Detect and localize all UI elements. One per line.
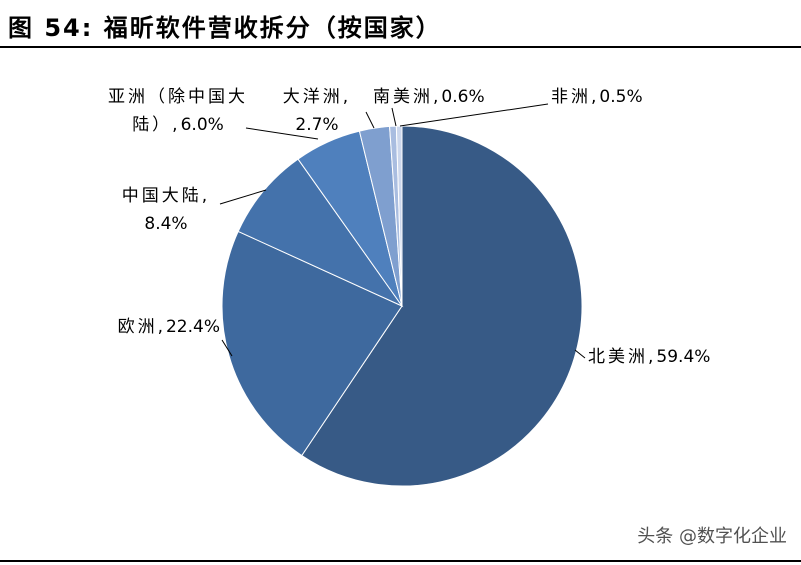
leader-line — [391, 107, 397, 127]
slice-label: 中国大陆, 8.4% — [110, 182, 222, 238]
watermark: 头条 @数字化企业 — [637, 526, 787, 547]
slice-category: 非洲, — [551, 87, 600, 107]
pie-slice — [301, 125, 583, 487]
leader-line — [365, 111, 375, 129]
chart-title: 图 54: 福昕软件营收拆分（按国家） — [8, 14, 442, 42]
slice-category: 北美洲, — [588, 347, 657, 367]
title-rule — [0, 46, 801, 48]
slice-value: 0.5% — [599, 87, 643, 107]
leader-line — [574, 349, 586, 359]
slice-value: 59.4% — [656, 347, 711, 367]
leader-line — [245, 127, 319, 140]
leader-line — [399, 103, 549, 127]
bottom-rule — [0, 560, 801, 562]
slice-value: 0.6% — [441, 87, 485, 107]
pie-slice — [221, 230, 403, 457]
slice-value: 6.0% — [180, 115, 224, 135]
slice-label: 亚洲（除中国大陆）,6.0% — [108, 83, 248, 139]
slice-category: 亚洲（除中国大陆）, — [108, 87, 248, 135]
slice-category: 中国大陆, — [121, 186, 211, 206]
slice-value: 8.4% — [144, 214, 188, 234]
leader-line — [219, 189, 267, 205]
slice-value: 22.4% — [165, 317, 220, 337]
slice-category: 南美洲, — [373, 87, 442, 107]
slice-label: 非洲,0.5% — [551, 83, 701, 111]
slice-label: 南美洲,0.6% — [373, 83, 523, 111]
slice-category: 大洋洲, — [282, 87, 352, 107]
slice-label: 北美洲,59.4% — [588, 343, 788, 371]
slice-label: 大洋洲, 2.7% — [272, 83, 362, 139]
slice-label: 欧洲,22.4% — [60, 313, 220, 341]
slice-value: 2.7% — [295, 115, 339, 135]
leader-line — [221, 339, 233, 357]
slice-category: 欧洲, — [117, 317, 166, 337]
